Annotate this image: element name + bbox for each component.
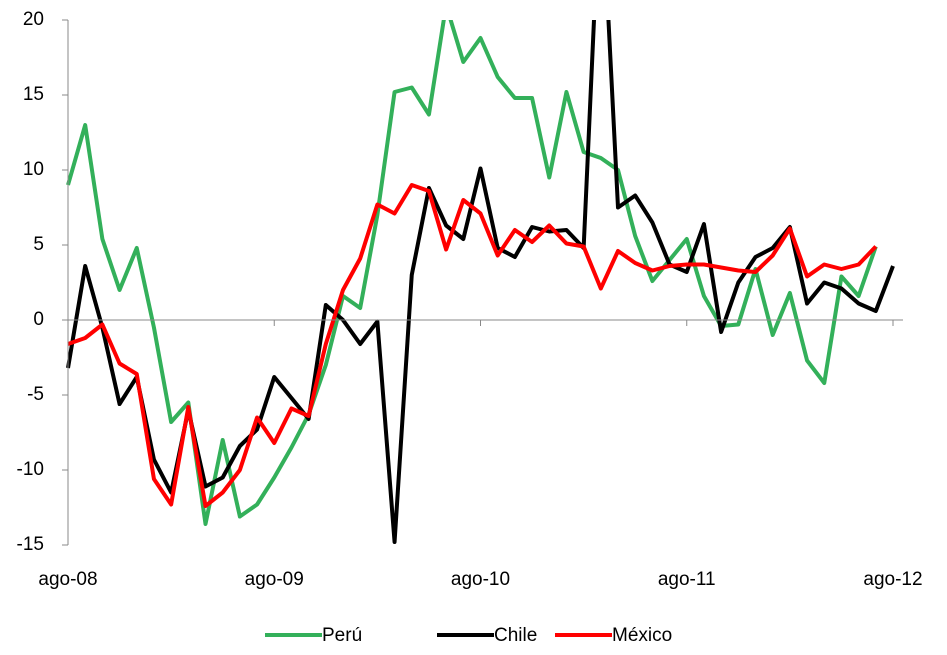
y-tick-label: 0 xyxy=(33,309,44,330)
x-tick-label: ago-11 xyxy=(658,569,716,590)
x-tick-label: ago-08 xyxy=(38,569,97,590)
series-line xyxy=(66,20,895,544)
legend-label: Perú xyxy=(322,625,362,646)
series-line xyxy=(67,183,878,508)
x-tick-label: ago-10 xyxy=(451,569,510,590)
x-tick-label: ago-12 xyxy=(863,569,922,590)
y-tick-label: -5 xyxy=(27,384,44,405)
plot-area xyxy=(66,20,895,544)
y-tick-label: -10 xyxy=(17,459,44,480)
legend-label: México xyxy=(612,625,672,646)
y-tick-label: 10 xyxy=(23,159,44,180)
y-tick-label: -15 xyxy=(17,534,44,555)
y-tick-label: 5 xyxy=(33,234,44,255)
y-tick-label: 15 xyxy=(23,84,44,105)
y-tick-label: 20 xyxy=(23,9,44,30)
x-tick-label: ago-09 xyxy=(245,569,304,590)
series-line xyxy=(66,20,878,526)
legend-label: Chile xyxy=(494,625,537,646)
